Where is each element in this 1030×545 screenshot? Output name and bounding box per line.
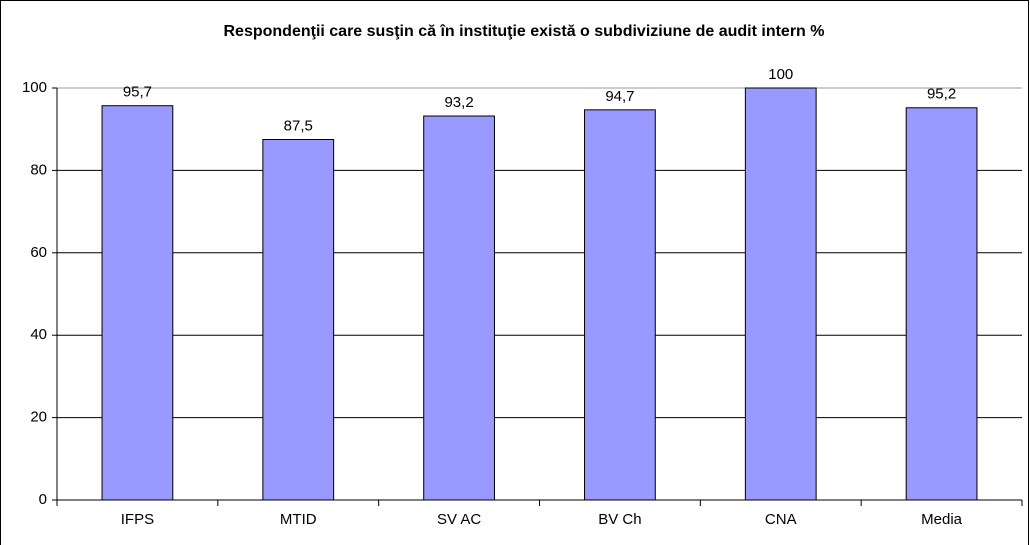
y-tick-label: 20 <box>30 409 47 426</box>
y-tick-label: 60 <box>30 244 47 261</box>
data-label: 87,5 <box>284 117 313 134</box>
bar <box>262 139 335 501</box>
x-tick-label: Media <box>921 511 963 528</box>
bar <box>423 115 495 501</box>
bar <box>905 107 978 501</box>
y-tick-label: 80 <box>30 161 47 178</box>
bar <box>101 105 174 501</box>
x-tick-label: MTID <box>280 511 317 528</box>
bar <box>584 109 656 501</box>
y-tick-label: 40 <box>30 326 47 343</box>
x-tick-label: CNA <box>765 511 797 528</box>
x-tick-label: IFPS <box>121 511 154 528</box>
y-tick-label: 0 <box>39 491 47 508</box>
data-label: 95,7 <box>123 84 152 101</box>
x-tick-label: SV AC <box>437 511 481 528</box>
data-label: 93,2 <box>444 94 473 111</box>
x-tick-label: BV Ch <box>598 511 641 528</box>
data-label: 94,7 <box>605 88 634 105</box>
bar <box>744 87 817 501</box>
data-label: 95,2 <box>927 86 956 103</box>
chart-title: Respondenţii care susţin că în instituţi… <box>224 23 825 40</box>
y-tick-label: 100 <box>22 79 47 96</box>
data-label: 100 <box>768 66 793 83</box>
